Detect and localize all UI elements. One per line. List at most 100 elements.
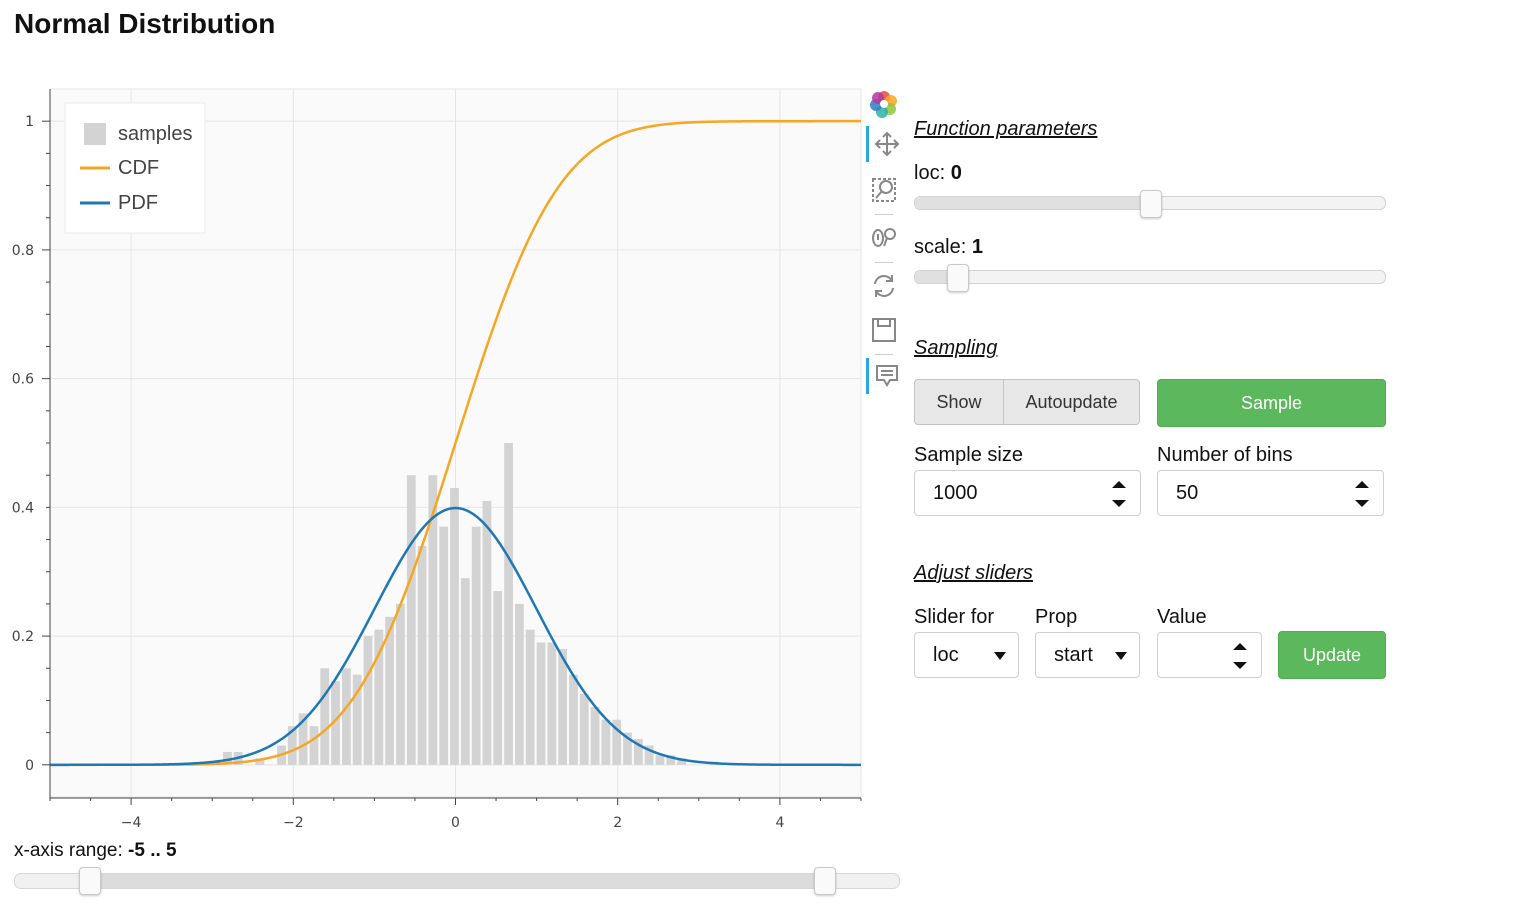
- sampling-title: Sampling: [914, 337, 998, 359]
- value-input[interactable]: [1157, 632, 1262, 678]
- legend-samples-label: samples: [118, 123, 192, 145]
- histogram-bar: [342, 668, 351, 765]
- page-title: Normal Distribution: [14, 8, 276, 39]
- histogram-bar: [623, 732, 632, 765]
- box-zoom-icon[interactable]: [866, 172, 902, 208]
- x-tick-label: −4: [121, 815, 142, 831]
- histogram-bar: [514, 603, 524, 765]
- histogram-bar: [493, 591, 503, 765]
- legend-pdf-label: PDF: [118, 192, 158, 214]
- histogram-bar: [352, 674, 362, 765]
- scale-value: 1: [971, 236, 983, 258]
- sampling-toggle-group: Show Autoupdate: [914, 379, 1140, 425]
- bokeh-logo-icon[interactable]: [866, 86, 902, 122]
- autoupdate-toggle-button[interactable]: Autoupdate: [1003, 379, 1140, 425]
- slider-for-select[interactable]: loc: [914, 632, 1019, 678]
- x-tick-label: 0: [451, 815, 460, 831]
- histogram-bar: [666, 755, 676, 765]
- histogram-bar: [417, 545, 427, 765]
- y-tick-label: 1: [25, 114, 34, 130]
- value-spin-icon[interactable]: [1233, 639, 1247, 673]
- histogram-bar: [677, 758, 686, 765]
- sample-size-value: 1000: [933, 481, 978, 504]
- y-tick-label: 0.4: [12, 500, 34, 516]
- histogram-bar: [590, 706, 600, 765]
- scale-slider[interactable]: [914, 264, 1386, 292]
- save-icon[interactable]: [866, 312, 902, 348]
- wheel-zoom-icon[interactable]: [866, 220, 902, 256]
- histogram-bar: [601, 719, 611, 765]
- histogram-bar: [396, 603, 405, 765]
- xrange-end-handle[interactable]: [814, 867, 836, 895]
- histogram-bar: [439, 526, 449, 765]
- histogram-bar: [644, 745, 654, 765]
- x-tick-label: −2: [283, 815, 304, 831]
- histogram-bar: [536, 642, 546, 765]
- sample-size-input[interactable]: 1000: [914, 470, 1141, 516]
- histogram-bar: [504, 443, 513, 765]
- prop-select[interactable]: start: [1035, 632, 1140, 678]
- histogram-bar: [633, 739, 643, 765]
- bins-value: 50: [1176, 481, 1199, 504]
- histogram-bar: [579, 694, 589, 765]
- histogram-bar: [569, 674, 578, 765]
- histogram-bar: [482, 500, 492, 765]
- histogram-bar: [309, 726, 319, 765]
- histogram-bar: [460, 578, 470, 765]
- loc-value: 0: [950, 162, 962, 184]
- y-tick-label: 0.8: [12, 243, 34, 259]
- xrange-slider[interactable]: [14, 867, 900, 895]
- x-tick-label: 2: [613, 815, 622, 831]
- histogram-bar: [298, 713, 308, 765]
- prop-label: Prop: [1035, 606, 1078, 628]
- loc-slider[interactable]: [914, 190, 1386, 218]
- histogram-bar: [612, 719, 622, 765]
- reset-icon[interactable]: [866, 268, 902, 304]
- prop-value: start: [1054, 643, 1093, 666]
- adjust-sliders-title: Adjust sliders: [914, 562, 1033, 584]
- sample-button[interactable]: Sample: [1157, 379, 1386, 427]
- scale-label: scale: 1: [914, 236, 983, 259]
- loc-slider-handle[interactable]: [1140, 190, 1162, 218]
- histogram-bar: [255, 758, 265, 765]
- loc-slider-fill: [915, 197, 1151, 209]
- xrange-slider-fill: [90, 874, 824, 888]
- histogram-bar: [223, 751, 232, 765]
- histogram-bar: [525, 629, 535, 765]
- xrange-label-text: x-axis range:: [14, 840, 129, 861]
- histogram-bar: [655, 755, 665, 765]
- legend: samples CDF PDF: [64, 102, 206, 234]
- plot-area[interactable]: −4 −2 0 2 4 0 0.2 0.4 0.6 0.8 1 samples CDF PDF: [0, 80, 862, 840]
- distribution-chart[interactable]: −4 −2 0 2 4 0 0.2 0.4 0.6 0.8 1 samples CDF PDF: [0, 80, 862, 840]
- chevron-down-icon: [994, 652, 1006, 660]
- show-toggle-button[interactable]: Show: [914, 379, 1003, 425]
- hover-icon[interactable]: [866, 358, 905, 394]
- plot-toolbar: [862, 86, 904, 406]
- bins-label: Number of bins: [1157, 444, 1293, 466]
- y-tick-label: 0: [25, 758, 34, 774]
- sample-size-label: Sample size: [914, 444, 1023, 466]
- slider-for-value: loc: [933, 643, 959, 666]
- bins-input[interactable]: 50: [1157, 470, 1384, 516]
- pdf-line: [50, 506, 861, 767]
- legend-samples-swatch: [84, 123, 106, 145]
- histogram-bar: [363, 636, 373, 765]
- histogram-bar: [558, 648, 567, 765]
- chevron-down-icon: [1115, 652, 1127, 660]
- xrange-value: -5 .. 5: [128, 840, 177, 861]
- histogram-bar: [406, 475, 416, 765]
- histogram-bar: [320, 668, 330, 765]
- bins-spin-icon[interactable]: [1355, 477, 1369, 511]
- loc-label-text: loc:: [914, 162, 951, 184]
- xrange-start-handle[interactable]: [79, 867, 101, 895]
- histogram-bar: [450, 488, 459, 765]
- pan-icon[interactable]: [866, 126, 905, 162]
- update-button[interactable]: Update: [1278, 631, 1386, 679]
- scale-slider-handle[interactable]: [947, 264, 969, 292]
- legend-cdf-label: CDF: [118, 157, 159, 179]
- sample-size-spin-icon[interactable]: [1112, 477, 1126, 511]
- scale-label-text: scale:: [914, 236, 972, 258]
- histogram-bar: [385, 616, 395, 765]
- xrange-label: x-axis range: -5 .. 5: [14, 840, 177, 862]
- axis-ticks: −4 −2 0 2 4 0 0.2 0.4 0.6 0.8 1: [12, 114, 862, 831]
